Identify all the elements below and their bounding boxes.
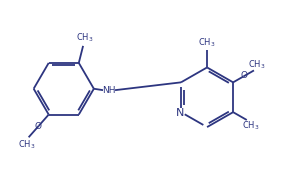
Text: NH: NH xyxy=(102,86,115,95)
Text: CH$_3$: CH$_3$ xyxy=(248,58,266,71)
Text: CH$_3$: CH$_3$ xyxy=(18,139,36,151)
Text: CH$_3$: CH$_3$ xyxy=(242,119,260,132)
Text: O: O xyxy=(241,71,248,80)
Text: CH$_3$: CH$_3$ xyxy=(198,36,216,49)
Text: N: N xyxy=(176,108,185,118)
Text: O: O xyxy=(35,122,42,131)
Text: CH$_3$: CH$_3$ xyxy=(76,32,93,44)
